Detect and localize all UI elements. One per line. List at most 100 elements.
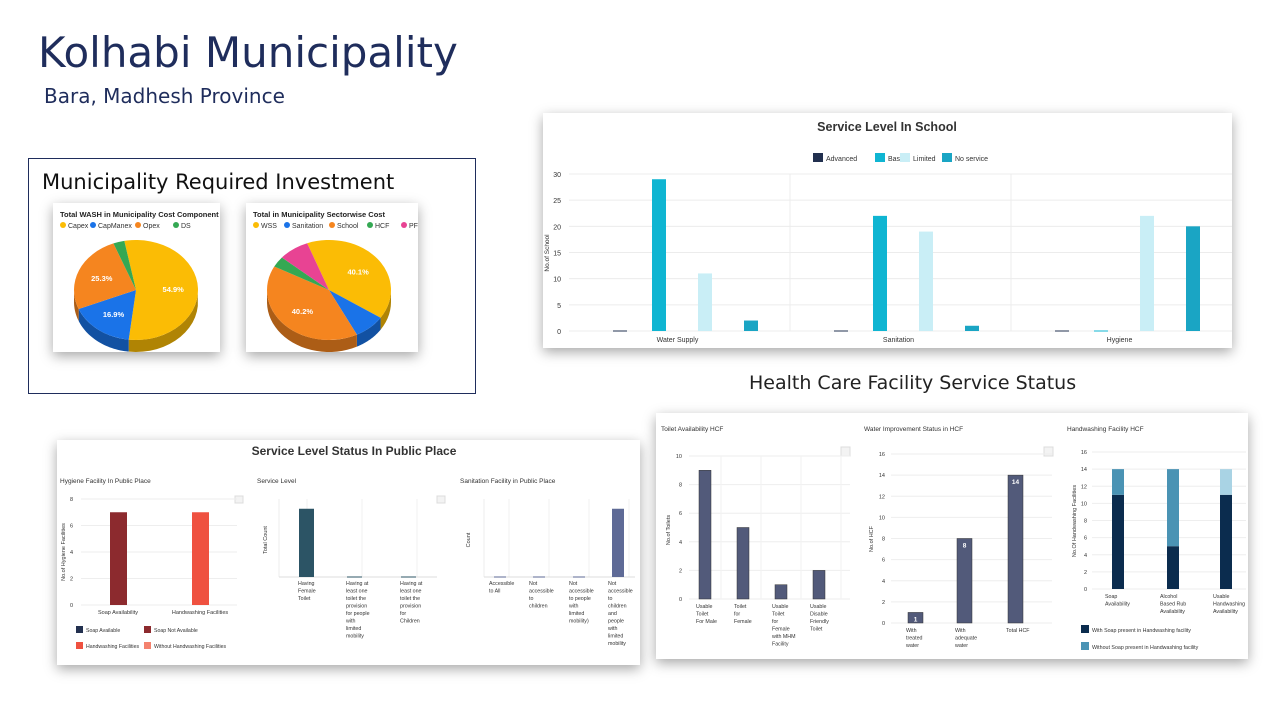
pie-card-cost-component: Total WASH in Municipality Cost Componen… — [53, 203, 220, 352]
y-tick-label: 4 — [882, 579, 885, 585]
public-chart-title: Service Level Status In Public Place — [252, 444, 457, 458]
legend-swatch — [401, 222, 407, 228]
y-tick-label: 2 — [1084, 570, 1087, 576]
pie-slice-side — [128, 293, 198, 352]
pie-slice-sanitation — [329, 290, 381, 335]
bar-sanitation — [612, 508, 624, 577]
school-chart-card: Service Level In School Advanced Basic Limi… — [543, 113, 1232, 348]
pie-slice-capmanex — [78, 290, 136, 340]
y-tick-label: 8 — [882, 537, 885, 543]
bar-service-level — [299, 508, 314, 577]
legend-swatch — [942, 153, 952, 162]
legend-swatch — [1081, 625, 1089, 633]
public-place-card: Service Level Status In Public Place Hygi… — [57, 440, 640, 665]
pie-data-label: 40.1% — [347, 267, 369, 276]
x-tick-label: Water Supply — [657, 337, 699, 344]
pie-slice-school — [267, 266, 357, 340]
hcf-heading: Health Care Facility Service Status — [749, 372, 1077, 394]
legend-label: Without Soap present in Handwashing faci… — [1092, 645, 1199, 651]
y-tick-label: 2 — [70, 577, 73, 583]
bar-limited — [919, 231, 933, 331]
pie-slice-side — [356, 317, 381, 347]
y-tick-label: 10 — [676, 454, 682, 460]
y-tick-label: 6 — [70, 524, 73, 530]
legend-swatch — [173, 222, 179, 228]
panel-title: Handwashing Facility HCF — [1067, 426, 1144, 433]
legend-swatch — [875, 153, 885, 162]
bar-no-service — [744, 320, 758, 331]
x-tick-label: Soap Availability — [1105, 594, 1130, 608]
legend-swatch — [60, 222, 66, 228]
x-tick-label: Usable Disable Friendly Toilet — [810, 604, 829, 633]
y-tick-label: 10 — [879, 515, 885, 521]
pie-title: Total WASH in Municipality Cost Componen… — [60, 210, 219, 219]
x-tick-label: Usable Toilet for Female with MHM Facility — [772, 604, 796, 648]
y-axis-label: No.Of Handwashing Facilities — [1072, 485, 1078, 557]
bar-soap-availability — [110, 512, 127, 605]
x-tick-label: Not accessible to children and people with limi… — [608, 581, 633, 647]
pie-slice-hcf — [274, 257, 329, 290]
y-axis-label: Count — [466, 532, 472, 547]
bar-water — [1007, 474, 1024, 624]
y-tick-label: 20 — [553, 224, 561, 231]
legend-label: Soap Not Available — [154, 628, 198, 634]
x-tick-label: Alcohol Based Rub Availability — [1160, 594, 1186, 615]
y-axis-label: No.of HCF — [869, 525, 875, 552]
y-tick-label: 14 — [879, 473, 885, 479]
legend-swatch — [1081, 642, 1089, 650]
x-tick-label: Not accessible to people with limited mobilit… — [569, 581, 594, 625]
legend-label: Basic — [888, 156, 906, 163]
bar-toilet — [774, 584, 788, 600]
pie-title: Total in Municipality Sectorwise Cost — [253, 210, 385, 219]
y-tick-label: 8 — [70, 497, 73, 503]
page-subtitle: Bara, Madhesh Province — [44, 84, 285, 108]
legend-swatch — [144, 626, 151, 633]
pie-data-label: 40.2% — [292, 307, 314, 316]
y-tick-label: 14 — [1081, 467, 1087, 473]
y-tick-label: 2 — [679, 568, 682, 574]
pie-data-label: 54.9% — [163, 285, 185, 294]
y-tick-label: 30 — [553, 172, 561, 179]
y-tick-label: 8 — [679, 483, 682, 489]
legend-label-opex: Opex — [143, 223, 160, 230]
legend-swatch — [900, 153, 910, 162]
legend-label-capmanex: CapManex — [98, 223, 132, 230]
panel-title: Hygiene Facility In Public Place — [60, 478, 151, 485]
y-tick-label: 25 — [553, 198, 561, 205]
legend-swatch — [284, 222, 290, 228]
x-tick-label: Having Female Toilet — [298, 581, 316, 602]
pie-slice-pf — [281, 243, 329, 290]
pie-slice-wss — [307, 240, 391, 318]
legend-label: Limited — [913, 156, 936, 163]
bar-basic — [873, 215, 887, 331]
y-tick-label: 10 — [553, 277, 561, 284]
legend-label: Soap Available — [86, 628, 120, 634]
legend-swatch — [144, 642, 151, 649]
legend-label-hcf: HCF — [375, 223, 389, 230]
x-tick-label: Hygiene — [1107, 337, 1133, 344]
y-tick-label: 8 — [1084, 519, 1087, 525]
legend-label-sanitation: Sanitation — [292, 223, 323, 230]
y-axis-label: No.of School — [544, 234, 551, 272]
y-tick-label: 16 — [879, 452, 885, 458]
y-tick-label: 0 — [557, 329, 561, 336]
pie-card-sectorwise: Total in Municipality Sectorwise Cost WSS… — [246, 203, 418, 352]
legend-label: Handwashing Facilities — [86, 644, 139, 650]
pie-slice-side — [380, 290, 391, 330]
bar-toilet — [698, 470, 712, 600]
bar-no-service — [965, 325, 979, 331]
legend-label-school: School — [337, 223, 359, 230]
legend-label: No service — [955, 156, 988, 163]
x-tick-label: Having at least one toilet the provision for… — [400, 581, 423, 625]
y-tick-label: 16 — [1081, 450, 1087, 456]
y-tick-label: 0 — [70, 603, 73, 609]
panel-menu-button — [1043, 446, 1054, 457]
pie-slice-side — [78, 309, 129, 352]
legend-swatch — [135, 222, 141, 228]
bar-no-service — [1186, 226, 1200, 331]
public-place-charts: Service Level Status In Public Place Hygi… — [60, 444, 635, 650]
legend-swatch — [76, 642, 83, 649]
legend-swatch — [253, 222, 259, 228]
bar-basic — [652, 179, 666, 331]
